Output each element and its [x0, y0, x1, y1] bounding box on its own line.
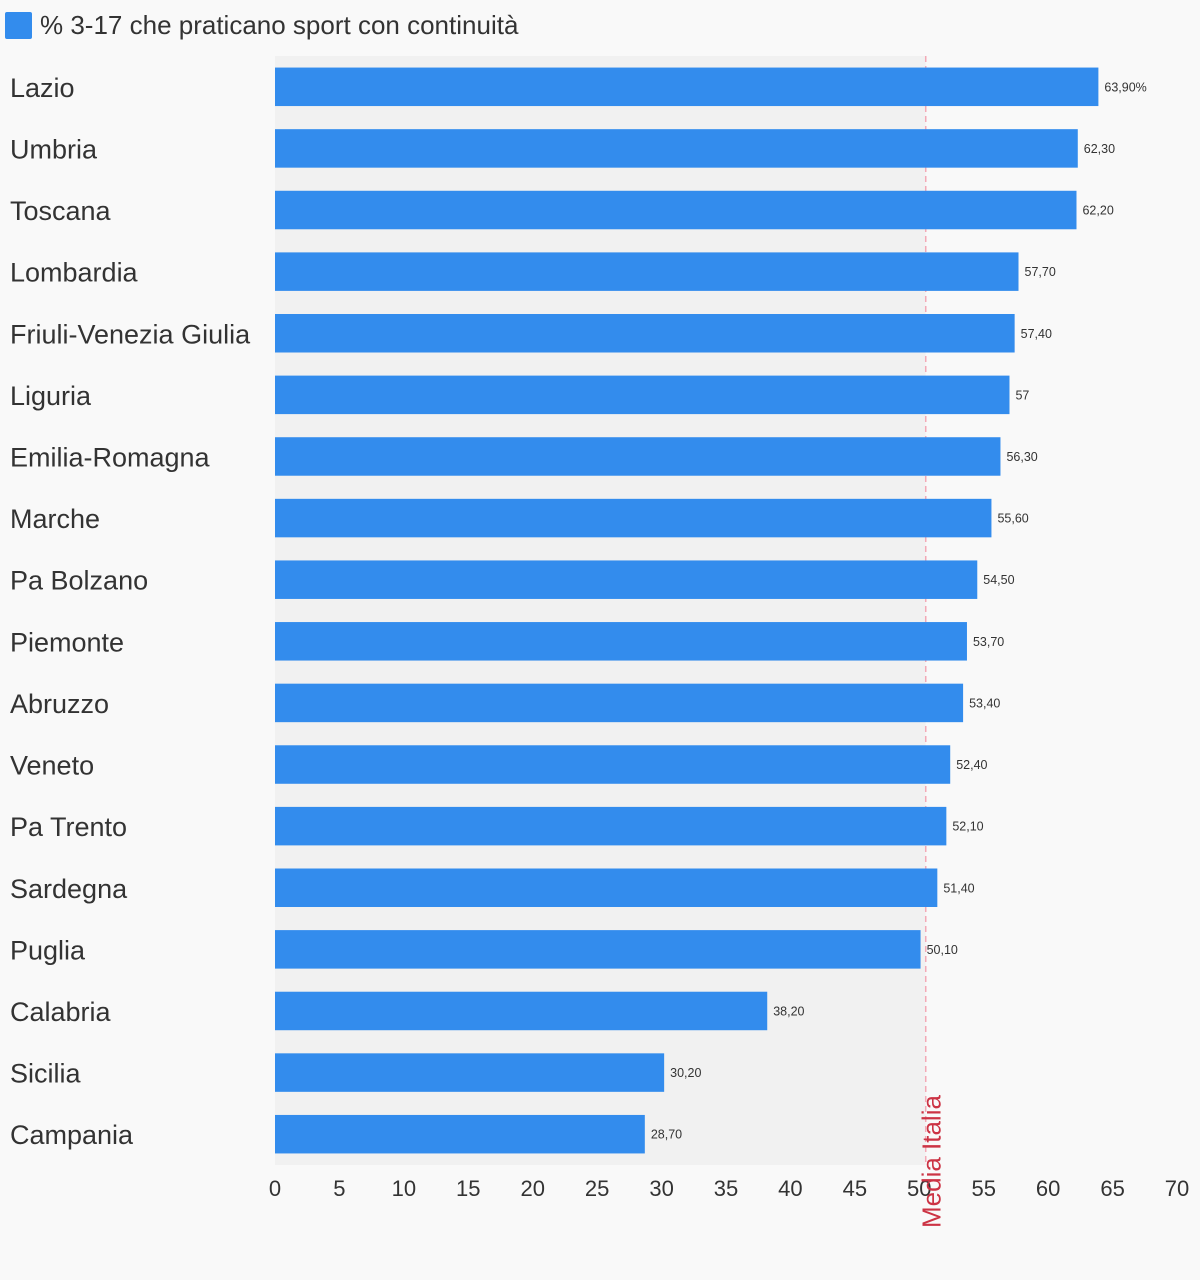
data-label: 62,20 [1082, 204, 1113, 218]
bar [275, 252, 1019, 291]
x-tick-label: 45 [843, 1176, 867, 1201]
x-tick-label: 5 [333, 1176, 345, 1201]
category-label: Lazio [10, 73, 75, 103]
plot-background [275, 56, 926, 1165]
x-tick-label: 30 [649, 1176, 673, 1201]
data-label: 52,40 [956, 758, 987, 772]
category-label: Friuli-Venezia Giulia [10, 319, 251, 349]
category-label: Lombardia [10, 258, 139, 288]
bar [275, 498, 992, 538]
data-label: 53,70 [973, 635, 1004, 649]
data-label: 63,90% [1104, 80, 1146, 94]
bar [275, 375, 1010, 415]
legend: % 3-17 che praticano sport con continuit… [5, 10, 518, 40]
bar [275, 930, 921, 969]
data-label: 50,10 [927, 943, 958, 957]
data-label: 52,10 [952, 820, 983, 834]
legend-label: % 3-17 che praticano sport con continuit… [40, 9, 519, 40]
bar [275, 622, 967, 661]
category-label: Sardegna [10, 874, 128, 904]
data-label: 53,40 [969, 696, 1000, 710]
category-label: Abruzzo [10, 689, 109, 719]
x-tick-label: 20 [520, 1176, 544, 1201]
x-tick-label: 65 [1100, 1176, 1124, 1201]
bar [275, 1114, 645, 1154]
category-label: Liguria [10, 381, 92, 411]
data-label: 56,30 [1006, 450, 1037, 464]
bar [275, 1053, 665, 1092]
legend-swatch [5, 11, 32, 39]
category-label: Pa Bolzano [10, 566, 148, 596]
x-tick-label: 10 [392, 1176, 416, 1201]
category-label: Calabria [10, 997, 112, 1027]
x-tick-label: 40 [778, 1176, 802, 1201]
data-label: 57,70 [1025, 265, 1056, 279]
category-label: Emilia-Romagna [10, 442, 211, 472]
x-tick-label: 55 [971, 1176, 995, 1201]
category-label: Umbria [10, 134, 98, 164]
data-label: 30,20 [670, 1066, 701, 1080]
data-label: 51,40 [943, 881, 974, 895]
data-label: 57 [1015, 388, 1029, 402]
bar [275, 806, 947, 846]
x-tick-label: 15 [456, 1176, 480, 1201]
x-tick-label: 25 [585, 1176, 609, 1201]
category-label: Toscana [10, 196, 112, 226]
data-label: 62,30 [1084, 142, 1115, 156]
category-label: Pa Trento [10, 812, 127, 842]
data-label: 38,20 [773, 1004, 804, 1018]
data-label: 55,60 [997, 512, 1028, 526]
data-label: 54,50 [983, 573, 1014, 587]
category-label: Puglia [10, 935, 86, 965]
category-label: Marche [10, 504, 100, 534]
bar [275, 437, 1001, 476]
category-label: Piemonte [10, 627, 124, 657]
bar [275, 129, 1078, 168]
data-label: 57,40 [1021, 327, 1052, 341]
bar [275, 190, 1077, 230]
data-label: 28,70 [651, 1128, 682, 1142]
bar [275, 683, 964, 723]
bar [275, 745, 951, 784]
x-tick-label: 60 [1036, 1176, 1060, 1201]
reference-line-label: Media Italia [917, 1095, 947, 1228]
x-tick-label: 0 [269, 1176, 281, 1201]
bar [275, 560, 978, 599]
bar [275, 991, 768, 1031]
bar [275, 314, 1015, 353]
x-tick-label: 50 [907, 1176, 931, 1201]
category-label: Campania [10, 1120, 134, 1150]
category-label: Sicilia [10, 1059, 82, 1089]
bar [275, 67, 1099, 107]
x-tick-label: 35 [714, 1176, 738, 1201]
bar [275, 868, 938, 907]
x-tick-label: 70 [1165, 1176, 1189, 1201]
category-label: Veneto [10, 751, 94, 781]
